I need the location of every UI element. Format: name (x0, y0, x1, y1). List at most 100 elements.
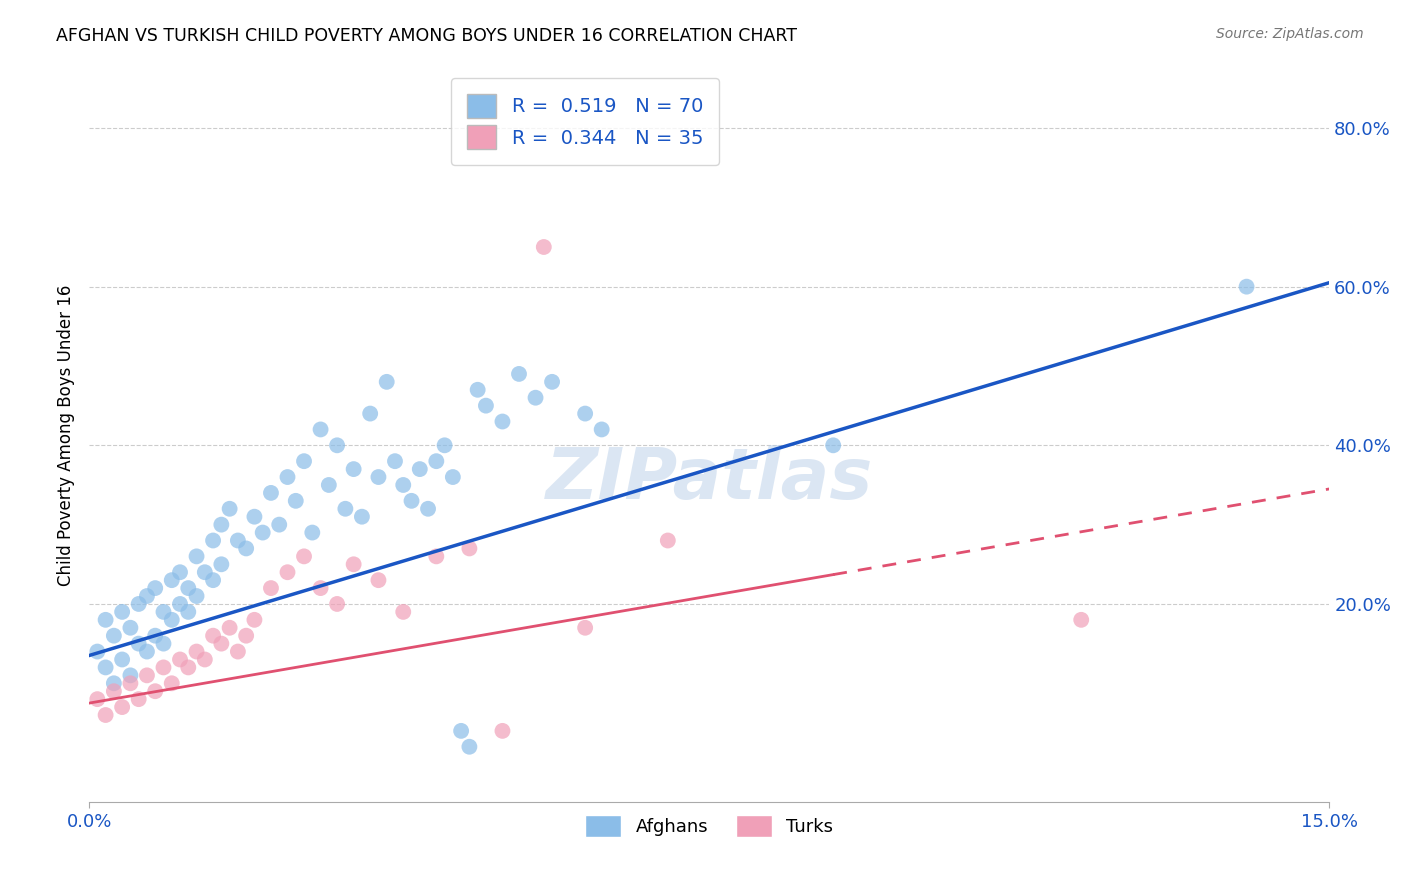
Point (541, 375, 564, 389)
Legend: Afghans, Turks: Afghans, Turks (578, 808, 841, 845)
Point (425, 549, 447, 564)
Point (574, 621, 596, 635)
Point (269, 517, 291, 532)
Point (186, 589, 208, 603)
Point (86, 644, 108, 658)
Point (309, 581, 332, 595)
Point (186, 644, 208, 658)
Point (103, 676, 125, 690)
Point (309, 422, 332, 436)
Point (326, 438, 349, 452)
Point (1070, 613, 1092, 627)
Point (425, 454, 447, 468)
Point (111, 652, 134, 666)
Point (433, 438, 456, 452)
Point (128, 597, 150, 611)
Point (292, 454, 315, 468)
Point (128, 692, 150, 706)
Point (384, 454, 406, 468)
Point (136, 644, 159, 658)
Point (177, 581, 200, 595)
Point (235, 541, 257, 556)
Point (226, 644, 249, 658)
Text: Source: ZipAtlas.com: Source: ZipAtlas.com (1216, 27, 1364, 41)
Point (143, 684, 166, 698)
Point (252, 525, 274, 540)
Point (243, 613, 266, 627)
Point (209, 558, 232, 572)
Point (202, 573, 225, 587)
Point (343, 558, 366, 572)
Point (202, 533, 225, 548)
Point (94, 708, 117, 723)
Point (194, 566, 217, 580)
Text: ZIPatlas: ZIPatlas (546, 445, 873, 514)
Point (243, 509, 266, 524)
Point (467, 383, 489, 397)
Point (111, 605, 134, 619)
Point (392, 605, 415, 619)
Point (143, 629, 166, 643)
Point (401, 493, 423, 508)
Point (218, 621, 240, 635)
Point (359, 407, 381, 421)
Point (823, 438, 845, 452)
Point (657, 533, 679, 548)
Point (218, 501, 240, 516)
Point (326, 597, 349, 611)
Point (591, 422, 613, 436)
Point (169, 566, 191, 580)
Point (152, 637, 174, 651)
Point (94, 660, 117, 674)
Point (574, 407, 596, 421)
Point (375, 375, 398, 389)
Point (120, 676, 142, 690)
Point (441, 470, 464, 484)
Point (367, 573, 389, 587)
Point (533, 240, 555, 254)
Point (209, 637, 232, 651)
Point (335, 501, 357, 516)
Point (94, 613, 117, 627)
Point (143, 581, 166, 595)
Point (111, 700, 134, 714)
Point (284, 493, 307, 508)
Point (152, 660, 174, 674)
Point (475, 399, 498, 413)
Point (301, 525, 323, 540)
Point (177, 660, 200, 674)
Y-axis label: Child Poverty Among Boys Under 16: Child Poverty Among Boys Under 16 (58, 285, 75, 586)
Point (120, 668, 142, 682)
Point (508, 367, 530, 381)
Point (235, 629, 257, 643)
Point (260, 486, 283, 500)
Point (86, 692, 108, 706)
Point (160, 676, 183, 690)
Point (186, 549, 208, 564)
Point (350, 509, 373, 524)
Point (128, 637, 150, 651)
Point (202, 629, 225, 643)
Point (343, 462, 366, 476)
Point (103, 684, 125, 698)
Point (491, 415, 513, 429)
Point (276, 470, 298, 484)
Point (169, 597, 191, 611)
Point (120, 621, 142, 635)
Point (318, 478, 340, 492)
Text: AFGHAN VS TURKISH CHILD POVERTY AMONG BOYS UNDER 16 CORRELATION CHART: AFGHAN VS TURKISH CHILD POVERTY AMONG BO… (56, 27, 797, 45)
Point (367, 470, 389, 484)
Point (160, 613, 183, 627)
Point (1236, 279, 1258, 293)
Point (491, 723, 513, 738)
Point (177, 605, 200, 619)
Point (458, 541, 481, 556)
Point (194, 652, 217, 666)
Point (392, 478, 415, 492)
Point (524, 391, 547, 405)
Point (260, 581, 283, 595)
Point (169, 652, 191, 666)
Point (292, 549, 315, 564)
Point (458, 739, 481, 754)
Point (136, 589, 159, 603)
